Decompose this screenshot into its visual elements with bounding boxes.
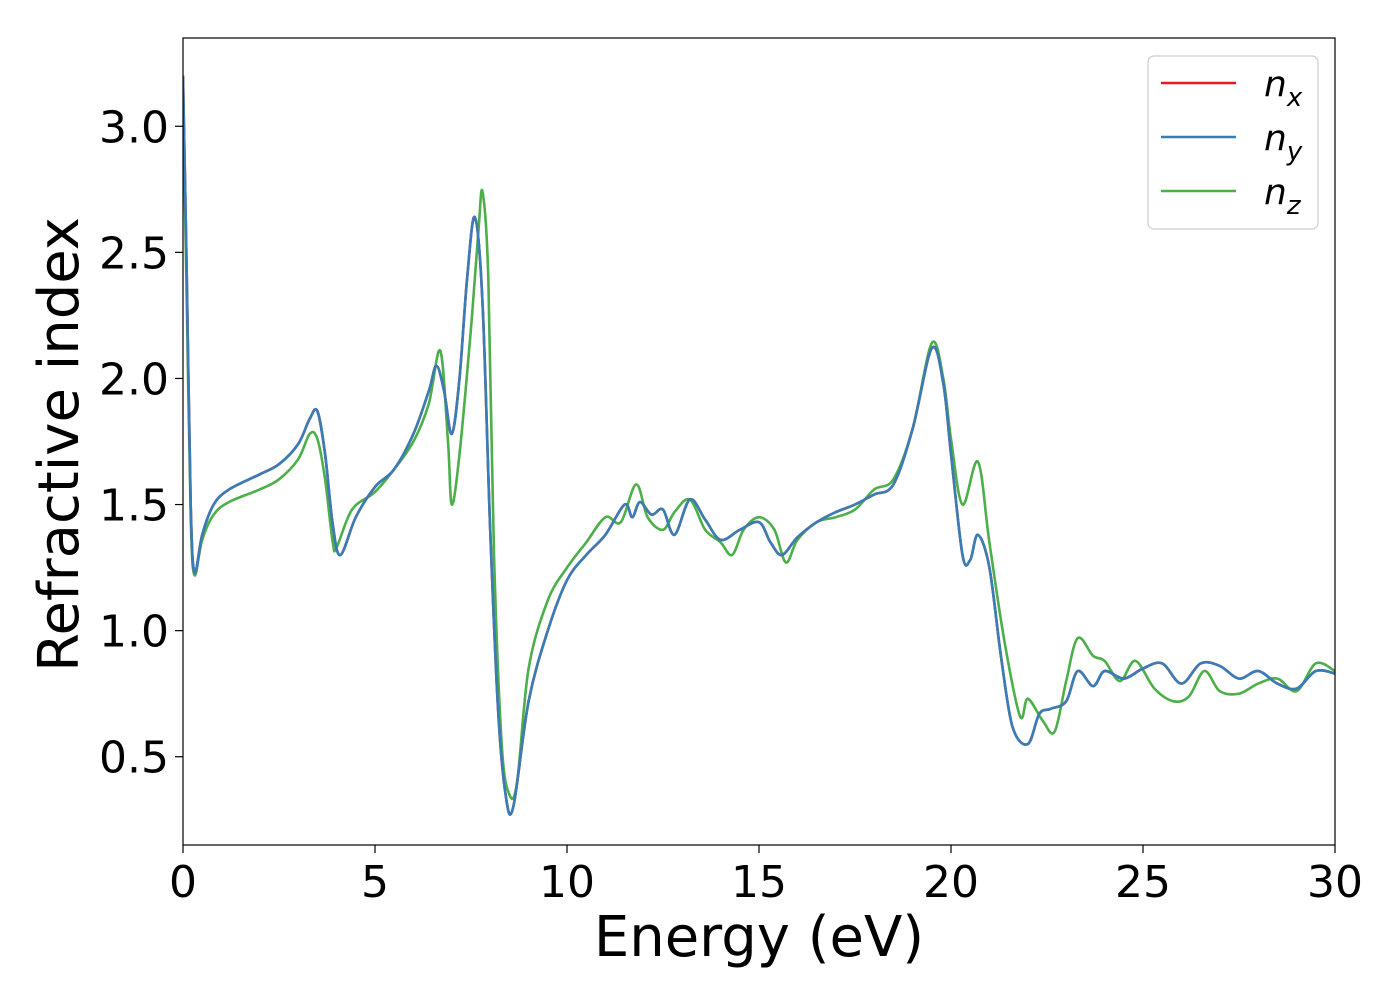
y-axis-label: Refractive index	[27, 217, 92, 672]
x-tick-label: 15	[731, 857, 787, 908]
y-tick-label: 1.5	[99, 481, 169, 532]
y-tick-label: 0.5	[99, 733, 169, 784]
legend: nx ny nz	[1147, 55, 1319, 230]
x-axis-label: Energy (eV)	[594, 905, 924, 970]
x-tick-label: 20	[923, 857, 979, 908]
plot-lines	[183, 75, 1335, 816]
x-tick-label: 10	[539, 857, 595, 908]
legend-label-n-y: ny	[1264, 118, 1303, 167]
axis-ticks: 0 5 10 15 20 25 30 0.5 1.0 1.5 2.0 2.5 3.0	[99, 102, 1363, 908]
series-line-n-z	[183, 100, 1335, 801]
x-tick-label: 0	[169, 857, 197, 908]
x-tick-label: 5	[361, 857, 389, 908]
y-tick-label: 2.0	[99, 354, 169, 405]
series-line-n-y	[183, 75, 1335, 816]
legend-box	[1147, 55, 1319, 230]
legend-label-n-z: nz	[1264, 172, 1302, 221]
y-tick-label: 3.0	[99, 102, 169, 153]
x-tick-label: 25	[1115, 857, 1171, 908]
y-tick-label: 1.0	[99, 607, 169, 658]
x-tick-label: 30	[1307, 857, 1363, 908]
y-tick-label: 2.5	[99, 228, 169, 279]
legend-label-n-x: nx	[1264, 64, 1303, 113]
